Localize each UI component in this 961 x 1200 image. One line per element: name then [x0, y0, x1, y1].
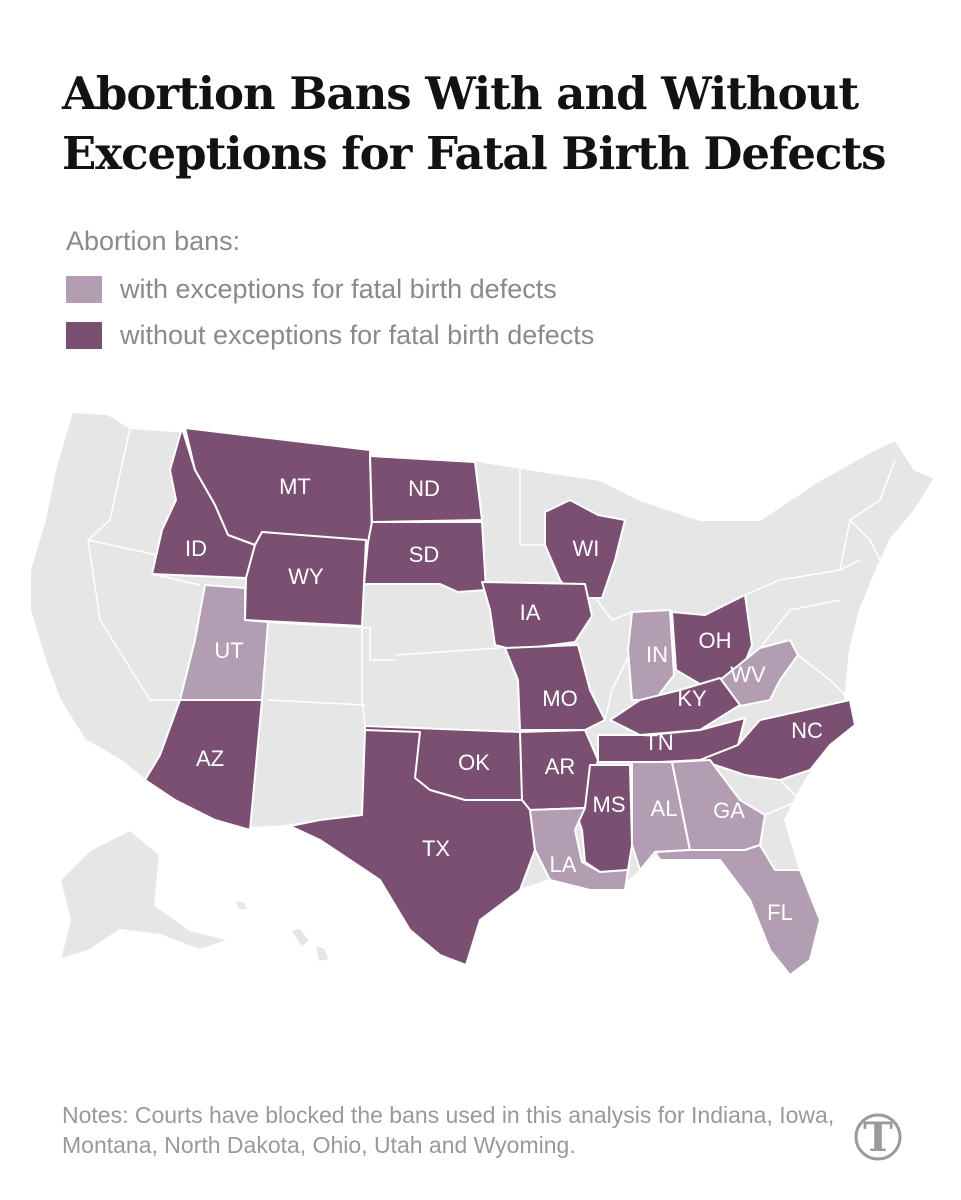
legend-item-with-exceptions: with exceptions for fatal birth defects [66, 274, 557, 305]
state-label-wi: WI [573, 536, 600, 561]
state-wi [544, 499, 626, 599]
state-label-ar: AR [545, 754, 576, 779]
state-label-in: IN [646, 642, 668, 667]
us-map: MT ND SD ID WY WI IA UT IN OH WV MO KY AZ OK AR TN NC TX MS… [29, 411, 936, 976]
state-label-ia: IA [520, 600, 541, 625]
legend-label-with: with exceptions for fatal birth defects [120, 274, 557, 304]
state-label-nd: ND [408, 476, 440, 501]
state-label-oh: OH [699, 628, 732, 653]
legend-heading: Abortion bans: [66, 226, 241, 256]
legend-swatch-without [66, 322, 102, 349]
state-label-ga: GA [713, 798, 745, 823]
nyt-logo-letter: T [863, 1114, 893, 1161]
nyt-t-logo-icon: T [854, 1113, 902, 1161]
state-label-ok: OK [458, 750, 490, 775]
state-label-la: LA [550, 852, 577, 877]
state-label-ky: KY [677, 686, 707, 711]
state-label-wy: WY [288, 564, 324, 589]
state-fl [654, 844, 821, 976]
chart-title: Abortion Bans With and Without Exception… [62, 67, 887, 180]
legend-item-without-exceptions: without exceptions for fatal birth defec… [66, 320, 594, 351]
state-label-mo: MO [542, 686, 577, 711]
state-label-fl: FL [767, 900, 793, 925]
notes: Notes: Courts have blocked the bans used… [62, 1102, 835, 1158]
state-mo [504, 644, 606, 731]
hawaii-landmass [234, 899, 331, 963]
state-label-ms: MS [593, 792, 626, 817]
alaska-landmass [59, 829, 231, 961]
state-label-mt: MT [279, 474, 311, 499]
state-label-sd: SD [409, 542, 440, 567]
state-label-id: ID [185, 536, 207, 561]
state-nc [699, 699, 856, 781]
legend-swatch-with [66, 276, 102, 303]
state-tx [289, 729, 536, 966]
state-label-ut: UT [214, 638, 243, 663]
state-ut [179, 584, 269, 701]
state-label-nc: NC [791, 718, 823, 743]
state-label-wv: WV [730, 662, 766, 687]
state-label-tx: TX [422, 836, 450, 861]
state-label-al: AL [651, 796, 678, 821]
state-label-az: AZ [196, 746, 224, 771]
state-la [529, 807, 629, 891]
legend-label-without: without exceptions for fatal birth defec… [120, 320, 595, 350]
state-nd [369, 455, 483, 523]
state-sd [363, 521, 487, 593]
state-label-tn: TN [644, 730, 673, 755]
state-az [144, 699, 263, 831]
